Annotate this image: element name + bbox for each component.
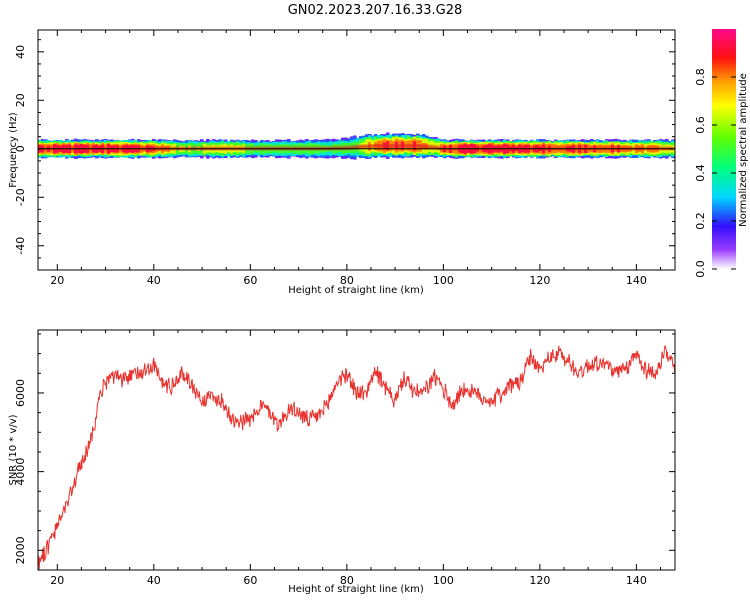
y-tick-label: 6000 (14, 379, 27, 407)
spectrogram-frame (37, 29, 676, 271)
y-tick-label: 0 (14, 145, 27, 152)
spectrogram-x-axis-label: Height of straight line (km) (288, 285, 424, 296)
x-tick-label: 40 (147, 574, 161, 587)
colorbar-tick-label: 0.0 (694, 260, 707, 278)
x-tick-label: 140 (626, 274, 647, 287)
snr-x-axis-label: Height of straight line (km) (288, 584, 424, 595)
x-tick-label: 100 (433, 274, 454, 287)
y-tick-label: -20 (14, 188, 27, 206)
spectrogram-y-axis-label: Frequency (Hz) (8, 112, 19, 188)
chart-title: GN02.2023.207.16.33.G28 (288, 3, 463, 18)
snr-y-ticks: 2000 4000 6000 (14, 333, 675, 571)
x-tick-label: 40 (147, 274, 161, 287)
x-tick-label: 140 (626, 574, 647, 587)
x-tick-label: 80 (340, 274, 354, 287)
snr-panel: 20 40 60 80 100 120 140 2000 4000 6000 Height of… (8, 329, 676, 595)
y-tick-label: 40 (14, 45, 27, 59)
spectrogram-panel: 20 40 60 80 100 120 140 40 20 0 -20 -40 Height of … (8, 29, 676, 296)
colorbar-label: Normalized spectral amplitude (738, 73, 749, 227)
spectrogram-y-ticks: 40 20 0 -20 -40 (14, 39, 675, 271)
x-tick-label: 60 (243, 574, 257, 587)
x-tick-label: 120 (529, 274, 550, 287)
y-tick-label: 2000 (14, 536, 27, 564)
x-tick-label: 60 (243, 274, 257, 287)
snr-frame (37, 329, 676, 571)
colorbar-ticks: 0.0 0.2 0.4 0.6 0.8 (694, 68, 736, 278)
x-tick-label: 80 (340, 574, 354, 587)
colorbar: 0.0 0.2 0.4 0.6 0.8 Normalized spectral ampl… (694, 29, 749, 278)
colorbar-tick-label: 0.8 (694, 68, 707, 86)
spectrogram-x-ticks: 20 40 60 80 100 120 140 (50, 30, 662, 287)
y-tick-label: 20 (14, 93, 27, 107)
y-tick-label: -40 (14, 237, 27, 255)
x-tick-label: 120 (529, 574, 550, 587)
x-tick-label: 20 (50, 274, 64, 287)
colorbar-gradient (712, 29, 736, 269)
x-tick-label: 20 (50, 574, 64, 587)
colorbar-tick-label: 0.6 (694, 116, 707, 134)
y-tick-label: 4000 (14, 458, 27, 486)
colorbar-tick-label: 0.2 (694, 212, 707, 230)
snr-y-axis-label: SNR (10 * v/v) (8, 414, 19, 485)
spectrogram-heatmap (38, 132, 675, 160)
colorbar-tick-label: 0.4 (694, 164, 707, 182)
x-tick-label: 100 (433, 574, 454, 587)
snr-x-ticks: 20 40 60 80 100 120 140 (50, 330, 662, 587)
snr-series-line (38, 345, 675, 570)
